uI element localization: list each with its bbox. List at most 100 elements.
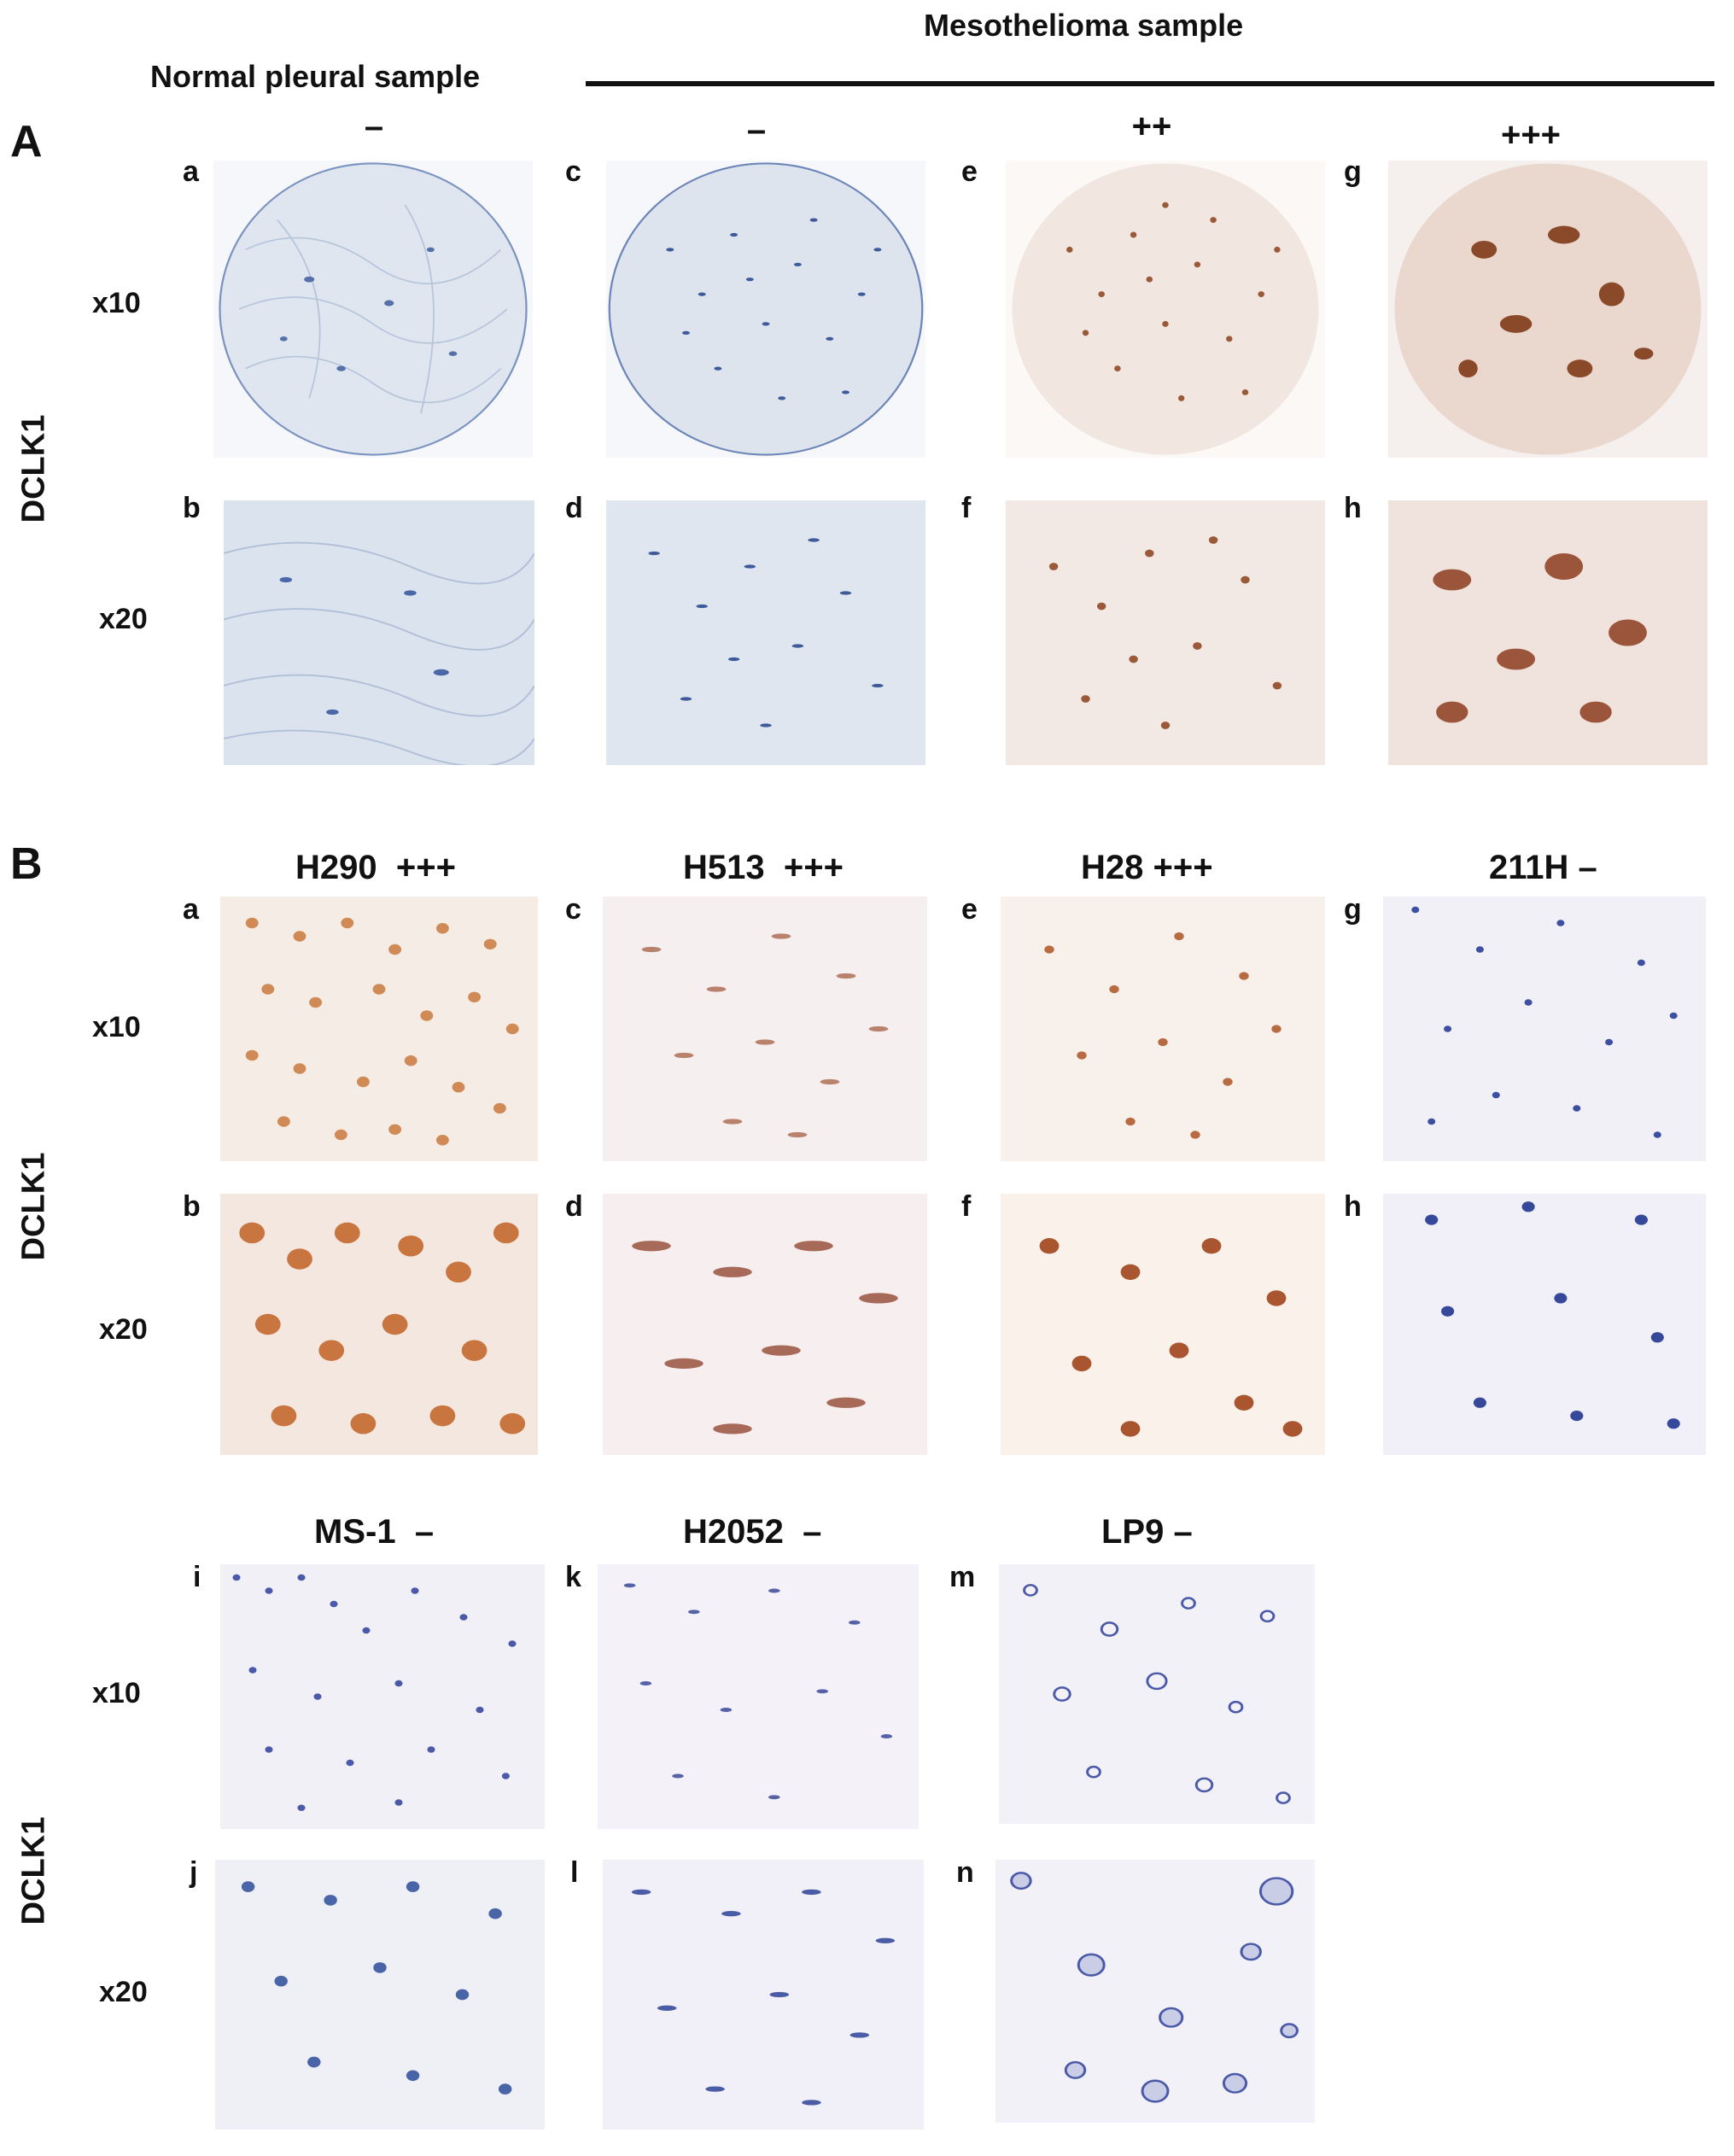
score-col-1: – (364, 108, 384, 145)
cell-line-title-h28: H28 +++ (1081, 850, 1213, 885)
panel-letter: g (1344, 893, 1362, 926)
micrograph-a-normal-x10 (213, 161, 533, 458)
micrograph-svg (603, 1194, 927, 1455)
cell-line-score: – (414, 1513, 435, 1551)
magnification-x20-b2: x20 (99, 1976, 148, 2008)
micrograph-svg (1383, 897, 1706, 1161)
panel-letter: g (1344, 155, 1362, 188)
micrograph-svg (1006, 161, 1325, 458)
cell-line-title-lp9: LP9 – (1101, 1515, 1193, 1549)
cell-line-score: +++ (783, 849, 844, 886)
magnification-x10-a: x10 (92, 287, 141, 319)
section-a-label: A (10, 117, 43, 167)
cell-line-name: MS-1 (314, 1513, 396, 1551)
cell-line-title-h2052: H2052 – (683, 1515, 821, 1549)
micrograph-h513-x20 (603, 1194, 927, 1455)
micrograph-svg (1388, 161, 1708, 458)
micrograph-h28-x10 (1001, 897, 1325, 1161)
micrograph-svg (606, 161, 925, 458)
panel-letter: k (565, 1561, 581, 1593)
panel-letter: c (565, 893, 581, 926)
panel-letter: f (961, 1190, 972, 1223)
panel-letter: a (183, 155, 199, 188)
cell-line-name: H28 (1081, 849, 1144, 886)
cell-line-name: 211H (1489, 849, 1569, 886)
micrograph-svg (999, 1564, 1315, 1824)
panel-letter: l (570, 1856, 579, 1889)
magnification-x10-b2: x10 (92, 1677, 141, 1709)
panel-letter: e (961, 155, 978, 188)
score-col-2: – (746, 111, 767, 149)
score-col-3: ++ (1131, 108, 1172, 145)
micrograph-f-meso-x20 (1006, 500, 1325, 765)
cell-line-score: +++ (395, 849, 456, 886)
micrograph-svg (213, 161, 533, 458)
micrograph-h-meso-x20 (1388, 500, 1708, 765)
cell-line-score: – (1578, 849, 1597, 886)
magnification-x20-a: x20 (99, 603, 148, 635)
micrograph-h513-x10 (603, 897, 927, 1161)
score-col-4: +++ (1500, 116, 1562, 154)
cell-line-score: +++ (1153, 849, 1213, 886)
micrograph-h2052-x10 (598, 1564, 919, 1829)
magnification-x10-b1: x10 (92, 1011, 141, 1043)
cell-line-name: LP9 (1101, 1513, 1165, 1551)
micrograph-d-meso-x20 (606, 500, 925, 765)
dclk1-marker-label-a: DCLK1 (15, 414, 52, 523)
panel-letter: n (956, 1856, 974, 1889)
micrograph-h2052-x20 (603, 1860, 924, 2130)
magnification-x20-b1: x20 (99, 1313, 148, 1346)
panel-letter: f (961, 492, 972, 524)
micrograph-svg (1006, 500, 1325, 765)
micrograph-h290-x10 (220, 897, 538, 1161)
cell-line-title-211h: 211H – (1489, 850, 1597, 885)
panel-letter: e (961, 893, 978, 926)
normal-pleural-sample-label: Normal pleural sample (150, 59, 481, 94)
panel-letter: b (183, 492, 201, 524)
cell-line-title-ms1: MS-1 – (314, 1515, 434, 1549)
cell-line-name: H513 (683, 849, 765, 886)
micrograph-svg (220, 1564, 545, 1829)
micrograph-svg (1001, 897, 1325, 1161)
tissue-texture (238, 204, 508, 413)
mesothelioma-bracket-line (586, 81, 1714, 86)
micrograph-211h-x10 (1383, 897, 1706, 1161)
panel-letter: i (193, 1561, 201, 1593)
panel-letter: m (949, 1561, 976, 1593)
cell-line-name: H290 (295, 849, 377, 886)
micrograph-svg (220, 897, 538, 1161)
micrograph-svg (224, 500, 534, 765)
micrograph-svg (1383, 1194, 1706, 1455)
micrograph-h290-x20 (220, 1194, 538, 1455)
micrograph-svg (606, 500, 925, 765)
micrograph-e-meso-x10 (1006, 161, 1325, 458)
micrograph-svg (1001, 1194, 1325, 1455)
micrograph-svg (603, 897, 927, 1161)
micrograph-lp9-x20 (995, 1860, 1315, 2123)
panel-letter: d (565, 492, 583, 524)
micrograph-ms1-x10 (220, 1564, 545, 1829)
micrograph-svg (598, 1564, 919, 1829)
micrograph-g-meso-x10 (1388, 161, 1708, 458)
cell-line-score: – (1173, 1513, 1193, 1551)
micrograph-ms1-x20 (215, 1860, 545, 2130)
micrograph-211h-x20 (1383, 1194, 1706, 1455)
micrograph-c-meso-x10 (606, 161, 925, 458)
micrograph-h28-x20 (1001, 1194, 1325, 1455)
micrograph-svg (1388, 500, 1708, 765)
cell-line-title-h513: H513 +++ (683, 850, 844, 885)
panel-letter: c (565, 155, 581, 188)
panel-letter: h (1344, 492, 1362, 524)
dclk1-marker-label-b1: DCLK1 (15, 1152, 52, 1261)
section-b-label: B (10, 839, 43, 889)
micrograph-b-normal-x20 (224, 500, 534, 765)
micrograph-svg (215, 1860, 545, 2130)
micrograph-svg (995, 1860, 1315, 2123)
micrograph-svg (603, 1860, 924, 2130)
panel-letter: a (183, 893, 199, 926)
micrograph-lp9-x10 (999, 1564, 1315, 1824)
cell-line-name: H2052 (683, 1513, 784, 1551)
micrograph-svg (220, 1194, 538, 1455)
panel-letter: h (1344, 1190, 1362, 1223)
cell-line-score: – (803, 1513, 822, 1551)
